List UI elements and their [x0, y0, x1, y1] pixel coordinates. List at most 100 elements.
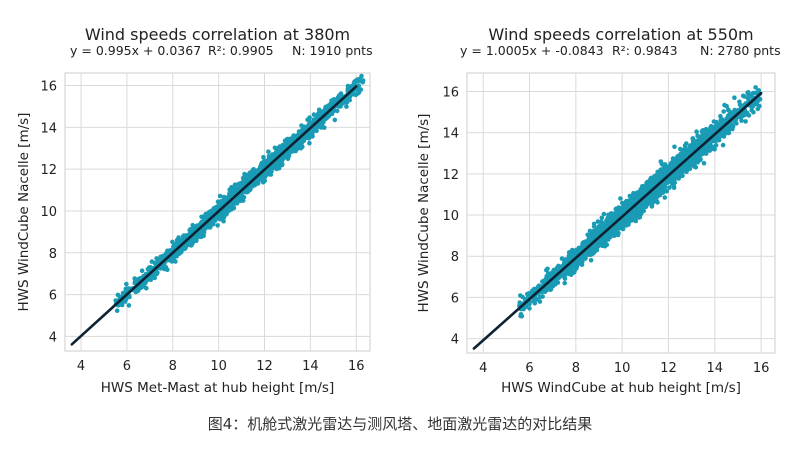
scatter-point — [163, 251, 169, 257]
scatter-point — [548, 286, 554, 292]
scatter-point — [555, 280, 561, 285]
scatter-point — [631, 200, 636, 205]
scatter-point — [569, 269, 575, 275]
x-tick-label: 10 — [614, 361, 631, 376]
scatter-point — [261, 155, 266, 160]
x-tick-label: 6 — [525, 361, 533, 376]
x-tick-label: 10 — [210, 359, 227, 374]
scatter-point — [124, 281, 129, 287]
scatter-point — [290, 135, 295, 141]
scatter-point — [695, 156, 700, 161]
scatter-point — [562, 259, 567, 264]
scatter-point — [256, 178, 262, 183]
scatter-point — [583, 256, 588, 261]
scatter-point — [688, 143, 693, 148]
x-tick-label: 16 — [348, 359, 365, 374]
scatter-point — [626, 214, 632, 219]
y-tick-label: 16 — [40, 80, 57, 95]
scatter-point — [167, 248, 173, 253]
x-tick-label: 8 — [572, 361, 580, 376]
scatter-point — [593, 243, 598, 249]
scatter-point — [749, 107, 754, 113]
scatter-point — [752, 90, 758, 96]
scatter-point — [640, 202, 646, 208]
scatter-point — [713, 143, 719, 148]
scatter-point — [655, 188, 661, 194]
scatter-point — [682, 150, 687, 156]
scatter-point — [676, 176, 681, 181]
scatter-point — [721, 134, 727, 139]
scatter-point — [136, 288, 141, 293]
scatter-point — [588, 258, 594, 263]
scatter-point — [637, 214, 643, 220]
scatter-point — [732, 117, 738, 123]
scatter-point — [649, 183, 654, 189]
scatter-point — [353, 92, 359, 98]
scatter-point — [215, 223, 220, 228]
y-tick-label: 8 — [49, 247, 57, 262]
scatter-point — [238, 198, 243, 203]
scatter-point — [154, 256, 159, 261]
scatter-point — [173, 259, 178, 264]
scatter-point — [152, 275, 157, 281]
scatter-point — [689, 157, 695, 162]
scatter-point — [614, 208, 620, 214]
scatter-point — [122, 299, 128, 304]
scatter-point — [322, 125, 327, 130]
scatter-point — [218, 212, 223, 218]
scatter-point — [658, 159, 664, 164]
scatter-point — [143, 279, 149, 285]
scatter-point — [682, 143, 688, 148]
scatter-point — [722, 102, 727, 108]
scatter-point — [703, 126, 709, 132]
scatter-point — [600, 243, 605, 248]
x-tick-label: 14 — [707, 361, 724, 376]
scatter-point — [707, 131, 712, 136]
scatter-point — [646, 195, 652, 200]
scatter-point — [671, 185, 677, 191]
chart-subtitle-item: R²: 0.9905 — [208, 43, 274, 58]
x-tick-label: 16 — [753, 361, 770, 376]
scatter-point — [653, 175, 658, 180]
scatter-point — [600, 226, 606, 232]
scatter-point — [618, 196, 623, 201]
scatter-point — [713, 138, 718, 143]
scatter-point — [607, 231, 613, 236]
scatter-point — [211, 209, 216, 214]
scatter-point — [323, 105, 328, 110]
scatter-point — [721, 109, 726, 114]
scatter-point — [562, 273, 568, 278]
scatter-point — [729, 110, 734, 115]
scatter-point — [624, 202, 630, 208]
scatter-point — [272, 145, 278, 151]
scatter-point — [241, 181, 247, 186]
scatter-point — [316, 124, 322, 129]
scatter-point — [662, 167, 668, 173]
scatter-point — [695, 140, 701, 146]
scatter-point — [266, 149, 271, 154]
x-axis-label: HWS Met-Mast at hub height [m/s] — [101, 380, 334, 396]
scatter-point — [114, 308, 120, 314]
scatter-point — [672, 162, 677, 168]
scatter-point — [360, 79, 366, 85]
scatter-point — [616, 205, 621, 210]
scatter-point — [232, 182, 238, 187]
scatter-point — [753, 85, 758, 90]
scatter-point — [219, 198, 225, 204]
scatter-point — [732, 95, 737, 100]
scatter-point — [662, 195, 668, 200]
scatter-point — [645, 182, 650, 187]
scatter-point — [355, 79, 361, 84]
scatter-point — [517, 300, 522, 305]
scatter-point — [672, 144, 677, 150]
chart-subtitle-item: N: 2780 pnts — [700, 43, 781, 58]
scatter-point — [690, 136, 696, 141]
scatter-point — [569, 265, 575, 270]
scatter-point — [579, 262, 585, 268]
y-axis-label: HWS WindCube Nacelle [m/s] — [416, 114, 432, 313]
scatter-point — [545, 271, 551, 276]
scatter-point — [319, 122, 325, 127]
scatter-point — [520, 294, 525, 300]
scatter-point — [675, 154, 680, 159]
scatter-point — [712, 147, 717, 152]
